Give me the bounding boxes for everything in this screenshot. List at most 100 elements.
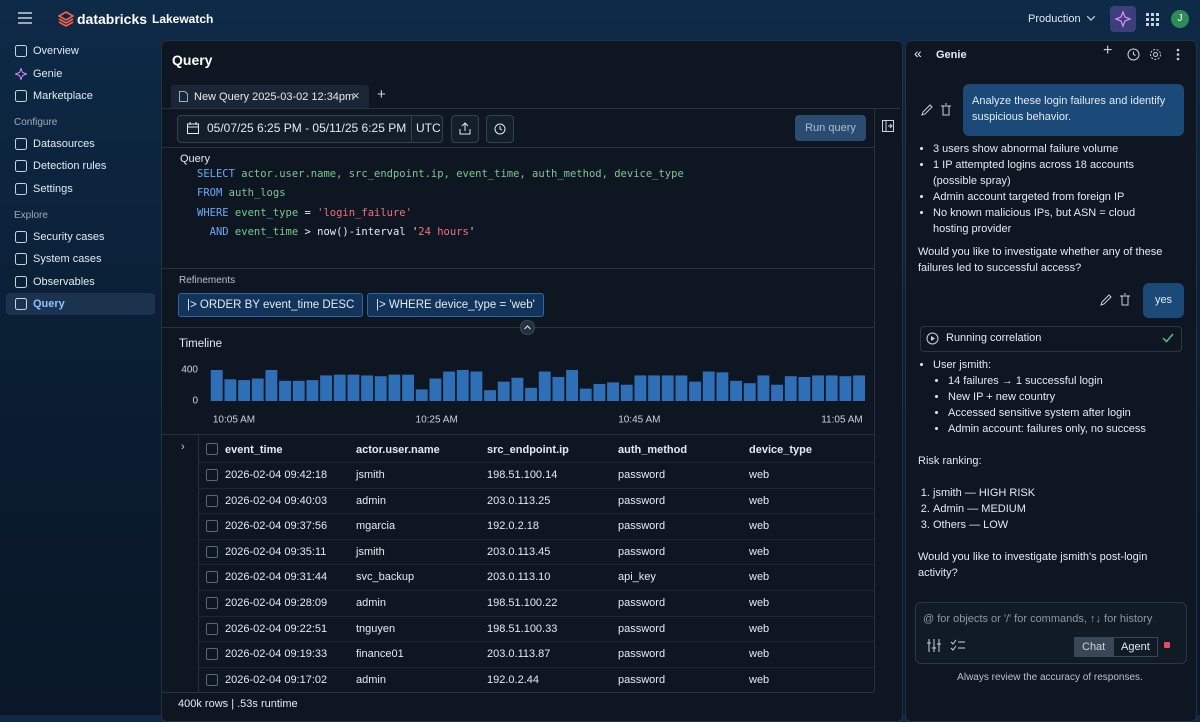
row-divider <box>199 564 874 566</box>
divider <box>162 147 874 148</box>
nav-item[interactable]: Query <box>33 298 65 310</box>
bar <box>402 374 414 401</box>
table-cell: 2026-02-04 09:31:44 <box>225 571 328 584</box>
panel-toggle[interactable] <box>882 120 894 132</box>
mode-option[interactable]: Chat <box>1074 637 1114 657</box>
divider <box>162 434 874 435</box>
table-cell: admin <box>356 597 386 609</box>
nav-item[interactable]: Overview <box>33 45 79 57</box>
collapse-button[interactable] <box>520 320 535 335</box>
menu-button[interactable] <box>18 12 32 24</box>
nav-section: Configure <box>14 117 58 128</box>
checkbox[interactable] <box>206 494 218 507</box>
table-cell: svc_backup <box>356 571 415 584</box>
bar <box>265 370 278 401</box>
stop-button[interactable] <box>1164 642 1170 648</box>
nav-item[interactable]: Security cases <box>33 230 105 243</box>
nav-icon <box>15 45 27 57</box>
bar <box>689 381 701 401</box>
nav-item[interactable]: Detection rules <box>33 160 107 173</box>
timezone[interactable]: UTC <box>416 121 441 135</box>
checkbox[interactable] <box>206 545 218 558</box>
nav-item[interactable]: System cases <box>33 253 102 266</box>
bar <box>730 380 742 401</box>
table-cell: jsmith <box>356 545 385 558</box>
tool-step[interactable] <box>920 326 1182 352</box>
bar <box>853 375 865 401</box>
table-cell: web <box>749 648 770 661</box>
bar <box>251 378 264 401</box>
x-tick-label: 10:45 AM <box>618 415 660 426</box>
refinement-chip[interactable]: |> WHERE device_type = 'web' <box>367 293 544 317</box>
checkbox[interactable] <box>206 443 218 455</box>
table-cell: password <box>618 545 666 558</box>
bar <box>484 390 496 401</box>
history-button[interactable] <box>1127 48 1140 61</box>
close-tab[interactable]: × <box>352 88 360 103</box>
more-button[interactable] <box>1176 48 1180 61</box>
checkbox[interactable] <box>206 622 218 635</box>
refinement-chip[interactable]: |> ORDER BY event_time DESC <box>178 293 364 317</box>
table-cell: web <box>749 520 770 533</box>
new-chat[interactable]: + <box>1103 42 1113 59</box>
assistant-message: User jsmith: 14 failures → 1 successful l… <box>918 357 1178 437</box>
query-tab[interactable] <box>171 85 369 108</box>
user-message: Analyze these login failures and identif… <box>963 84 1184 136</box>
expand-button[interactable]: › <box>181 441 185 453</box>
bar <box>812 375 824 401</box>
message-actions[interactable] <box>921 103 953 116</box>
nav-item[interactable]: Settings <box>33 182 73 195</box>
table-cell: web <box>749 494 770 507</box>
nav-item[interactable]: Genie <box>33 67 63 80</box>
run-query-button[interactable]: Run query <box>795 115 866 141</box>
table-cell: 192.0.2.44 <box>487 673 539 686</box>
app-name: Lakewatch <box>152 12 214 26</box>
nav-item[interactable]: Observables <box>33 275 95 288</box>
page-title: Query <box>172 52 213 68</box>
nav-item[interactable]: Datasources <box>33 138 95 150</box>
collapse-genie[interactable]: « <box>914 45 922 61</box>
bar <box>648 375 660 401</box>
mode-option[interactable]: Agent <box>1113 637 1158 657</box>
settings-button[interactable] <box>1149 48 1162 61</box>
genie-toggle[interactable] <box>1110 6 1136 32</box>
bar <box>306 380 319 401</box>
table-cell: password <box>618 469 666 481</box>
timeline-title: Timeline <box>179 338 223 350</box>
message-actions[interactable] <box>1100 293 1132 306</box>
checkbox[interactable] <box>206 673 218 686</box>
calendar-icon <box>187 122 199 134</box>
chevron <box>1087 16 1095 21</box>
bar <box>279 380 291 401</box>
new-tab[interactable]: + <box>377 86 386 103</box>
sql-token: event_time <box>228 226 299 239</box>
checkbox[interactable] <box>206 648 218 661</box>
checkbox[interactable] <box>206 597 218 609</box>
finding: 3 users show abnormal failure volume <box>933 141 1148 157</box>
checkbox[interactable] <box>206 520 218 533</box>
checkbox[interactable] <box>206 469 218 481</box>
workspace-selector[interactable]: Production <box>1028 13 1081 25</box>
nav-item[interactable]: Marketplace <box>33 90 93 102</box>
column-header: auth_method <box>618 444 688 456</box>
x-tick-label: 10:05 AM <box>213 415 255 426</box>
bar <box>702 371 715 401</box>
date-range-picker[interactable] <box>177 115 443 143</box>
row-divider <box>199 641 874 643</box>
tab-title: New Query 2025-03-02 12:34pm <box>194 91 355 103</box>
apps-button[interactable] <box>1146 13 1159 26</box>
sql-token: actor.user.name, src_endpoint.ip, event_… <box>234 168 684 180</box>
bar <box>620 384 633 401</box>
finding: 1 IP attempted logins across 18 accounts… <box>933 157 1148 189</box>
export-button[interactable] <box>451 115 479 143</box>
input-tools[interactable] <box>927 639 967 652</box>
chat-input[interactable] <box>915 602 1187 664</box>
table-cell: 2026-02-04 09:35:11 <box>225 545 327 558</box>
checkbox[interactable] <box>206 571 218 584</box>
avatar[interactable]: J <box>1171 10 1189 28</box>
row-divider <box>199 666 874 668</box>
history-button[interactable] <box>486 115 514 143</box>
sql-token: event_type <box>228 206 299 219</box>
table-cell: admin <box>356 494 386 507</box>
bar <box>525 387 537 401</box>
